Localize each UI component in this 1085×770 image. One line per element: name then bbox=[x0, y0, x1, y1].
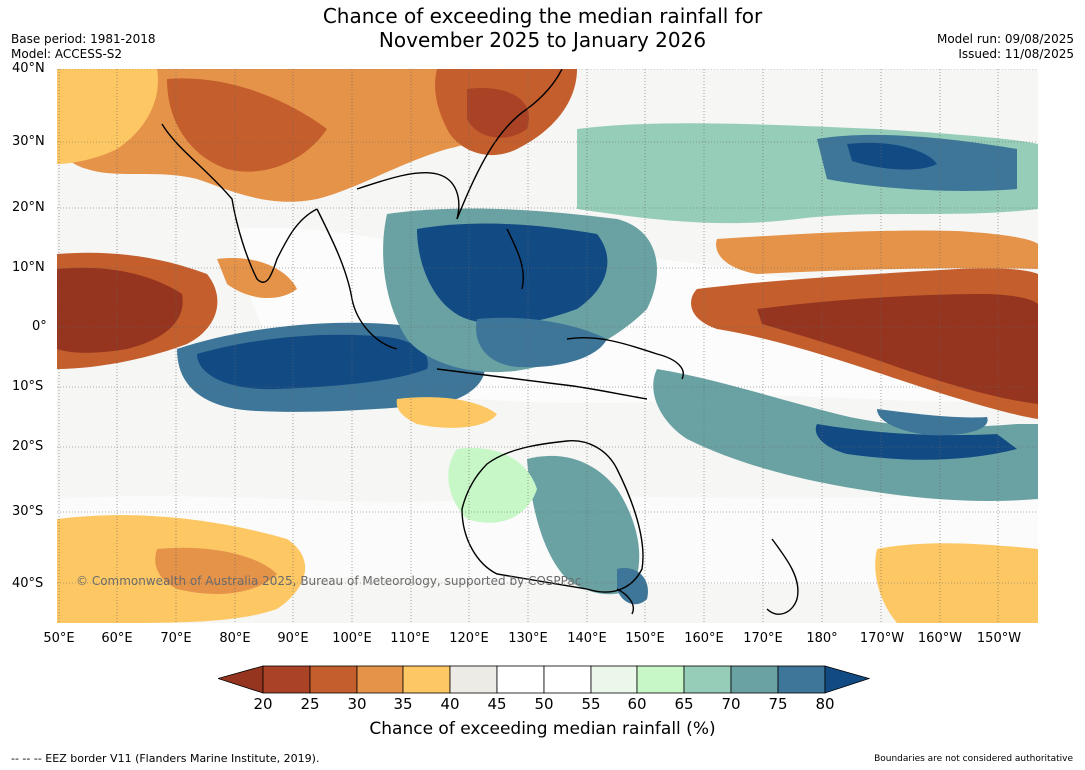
lon-label-110e: 110°E bbox=[390, 631, 430, 646]
lon-label-70e: 70°E bbox=[160, 631, 192, 646]
dry-pacific-north bbox=[716, 230, 1038, 274]
very-dry-indian-west bbox=[57, 267, 183, 353]
coastlines bbox=[161, 69, 799, 615]
colorbar-bin-65-70 bbox=[683, 665, 732, 694]
lon-label-150w: 150°W bbox=[976, 631, 1022, 646]
colorbar-bin-75-80 bbox=[777, 665, 826, 694]
colorbar-tick-75: 75 bbox=[768, 695, 788, 713]
model-name: Model: ACCESS-S2 bbox=[11, 47, 123, 61]
lon-label-120e: 120°E bbox=[449, 631, 489, 646]
lon-label-180: 180° bbox=[806, 631, 838, 646]
graticule bbox=[57, 69, 1038, 623]
lat-label-0: 0° bbox=[32, 319, 47, 334]
lon-label-150e: 150°E bbox=[625, 631, 665, 646]
colorbar-tick-20: 20 bbox=[253, 695, 273, 713]
se-asia-coast bbox=[316, 208, 398, 350]
colorbar-bin-55-60 bbox=[590, 665, 638, 694]
dry-china-core bbox=[467, 88, 529, 138]
lat-label-20n: 20°N bbox=[12, 200, 45, 215]
lon-label-170w: 170°W bbox=[859, 631, 905, 646]
colorbar-label: Chance of exceeding median rainfall (%) bbox=[369, 719, 716, 739]
lat-label-30n: 30°N bbox=[12, 134, 45, 149]
india-coast bbox=[161, 123, 318, 283]
dry-south-pacific bbox=[875, 543, 1038, 623]
colorbar-bin-35-40 bbox=[402, 665, 451, 694]
very-dry-pacific bbox=[757, 294, 1038, 404]
colorbar-tick-70: 70 bbox=[721, 695, 741, 713]
australia-coast bbox=[461, 440, 644, 593]
colorbar-tick-80: 80 bbox=[815, 695, 835, 713]
mod-dry-south-indian bbox=[155, 547, 277, 594]
indonesia-chain bbox=[436, 368, 648, 400]
lat-label-40n: 40°N bbox=[12, 61, 45, 76]
rainfall-map bbox=[57, 69, 1038, 623]
dry-asia-core bbox=[167, 78, 327, 172]
lat-label-10n: 10°N bbox=[12, 260, 45, 275]
colorbar-tick-30: 30 bbox=[347, 695, 367, 713]
colorbar-tick-50: 50 bbox=[534, 695, 554, 713]
colorbar-min-arrow bbox=[218, 665, 264, 694]
dry-nw-australia bbox=[396, 397, 497, 428]
extreme-wet-nw-pacific bbox=[847, 142, 937, 170]
lat-label-30s: 30°S bbox=[12, 504, 44, 519]
model-run: Model run: 09/08/2025 bbox=[936, 32, 1074, 46]
colorbar-bin-25-30 bbox=[309, 665, 358, 694]
tasmania-coast bbox=[616, 588, 634, 615]
lon-label-130e: 130°E bbox=[508, 631, 548, 646]
very-wet-tasmania bbox=[617, 568, 648, 605]
colorbar-tick-65: 65 bbox=[674, 695, 694, 713]
philippines-coast bbox=[506, 228, 524, 290]
map-svg bbox=[57, 69, 1038, 623]
copyright-text: © Commonwealth of Australia 2025, Bureau… bbox=[76, 574, 582, 588]
colorbar-tick-40: 40 bbox=[440, 695, 460, 713]
colorbar-tick-45: 45 bbox=[487, 695, 507, 713]
colorbar-tick-35: 35 bbox=[393, 695, 413, 713]
chart-title: Chance of exceeding the median rainfall … bbox=[0, 4, 1085, 52]
colorbar-tick-55: 55 bbox=[581, 695, 601, 713]
title-line-2: November 2025 to January 2026 bbox=[378, 28, 707, 52]
meta-left: Base period: 1981-2018 Model: ACCESS-S2 bbox=[11, 32, 156, 62]
extreme-wet-spcz bbox=[815, 424, 1017, 460]
slight-wet-australia bbox=[448, 448, 537, 523]
png-coast bbox=[566, 336, 684, 380]
indochina-coast bbox=[356, 171, 460, 220]
colorbar-bin-45-50 bbox=[496, 665, 545, 694]
colorbar-bin-20-25 bbox=[262, 665, 311, 694]
extreme-wet-east-indian bbox=[197, 334, 428, 390]
colorbar-bin-50-55 bbox=[543, 665, 592, 694]
lon-label-170e: 170°E bbox=[743, 631, 783, 646]
lon-label-140e: 140°E bbox=[567, 631, 607, 646]
meta-right: Model run: 09/08/2025 Issued: 11/08/2025 bbox=[937, 32, 1074, 62]
issued-date: Issued: 11/08/2025 bbox=[958, 47, 1074, 61]
lon-label-80e: 80°E bbox=[219, 631, 251, 646]
boundaries-disclaimer: Boundaries are not considered authoritat… bbox=[874, 754, 1073, 764]
china-coast bbox=[456, 69, 563, 220]
colorbar-tick-25: 25 bbox=[300, 695, 320, 713]
new-zealand-coast bbox=[766, 538, 799, 615]
base-period: Base period: 1981-2018 bbox=[11, 32, 156, 46]
colorbar-tick-60: 60 bbox=[627, 695, 647, 713]
eez-border-note: -- -- -- EEZ border V11 (Flanders Marine… bbox=[11, 752, 320, 765]
colorbar-bin-70-75 bbox=[730, 665, 779, 694]
colorbar-max-arrow bbox=[824, 665, 870, 694]
title-line-1: Chance of exceeding the median rainfall … bbox=[322, 4, 763, 28]
lon-label-90e: 90°E bbox=[277, 631, 309, 646]
colorbar bbox=[218, 665, 870, 694]
colorbar-bin-40-45 bbox=[449, 665, 498, 694]
lon-label-160w: 160°W bbox=[917, 631, 963, 646]
extreme-wet-maritime bbox=[417, 223, 608, 325]
lat-label-40s: 40°S bbox=[12, 576, 44, 591]
lon-label-160e: 160°E bbox=[684, 631, 724, 646]
very-wet-spcz bbox=[877, 409, 988, 436]
very-wet-png bbox=[476, 317, 607, 368]
lat-label-10s: 10°S bbox=[12, 379, 44, 394]
colorbar-bin-30-35 bbox=[356, 665, 404, 694]
dry-pakistan bbox=[57, 69, 158, 164]
colorbar-bin-60-65 bbox=[636, 665, 685, 694]
lon-label-100e: 100°E bbox=[332, 631, 372, 646]
lon-label-60e: 60°E bbox=[101, 631, 133, 646]
lon-label-50e: 50°E bbox=[43, 631, 75, 646]
lat-label-20s: 20°S bbox=[12, 439, 44, 454]
wet-east-australia bbox=[527, 455, 640, 595]
